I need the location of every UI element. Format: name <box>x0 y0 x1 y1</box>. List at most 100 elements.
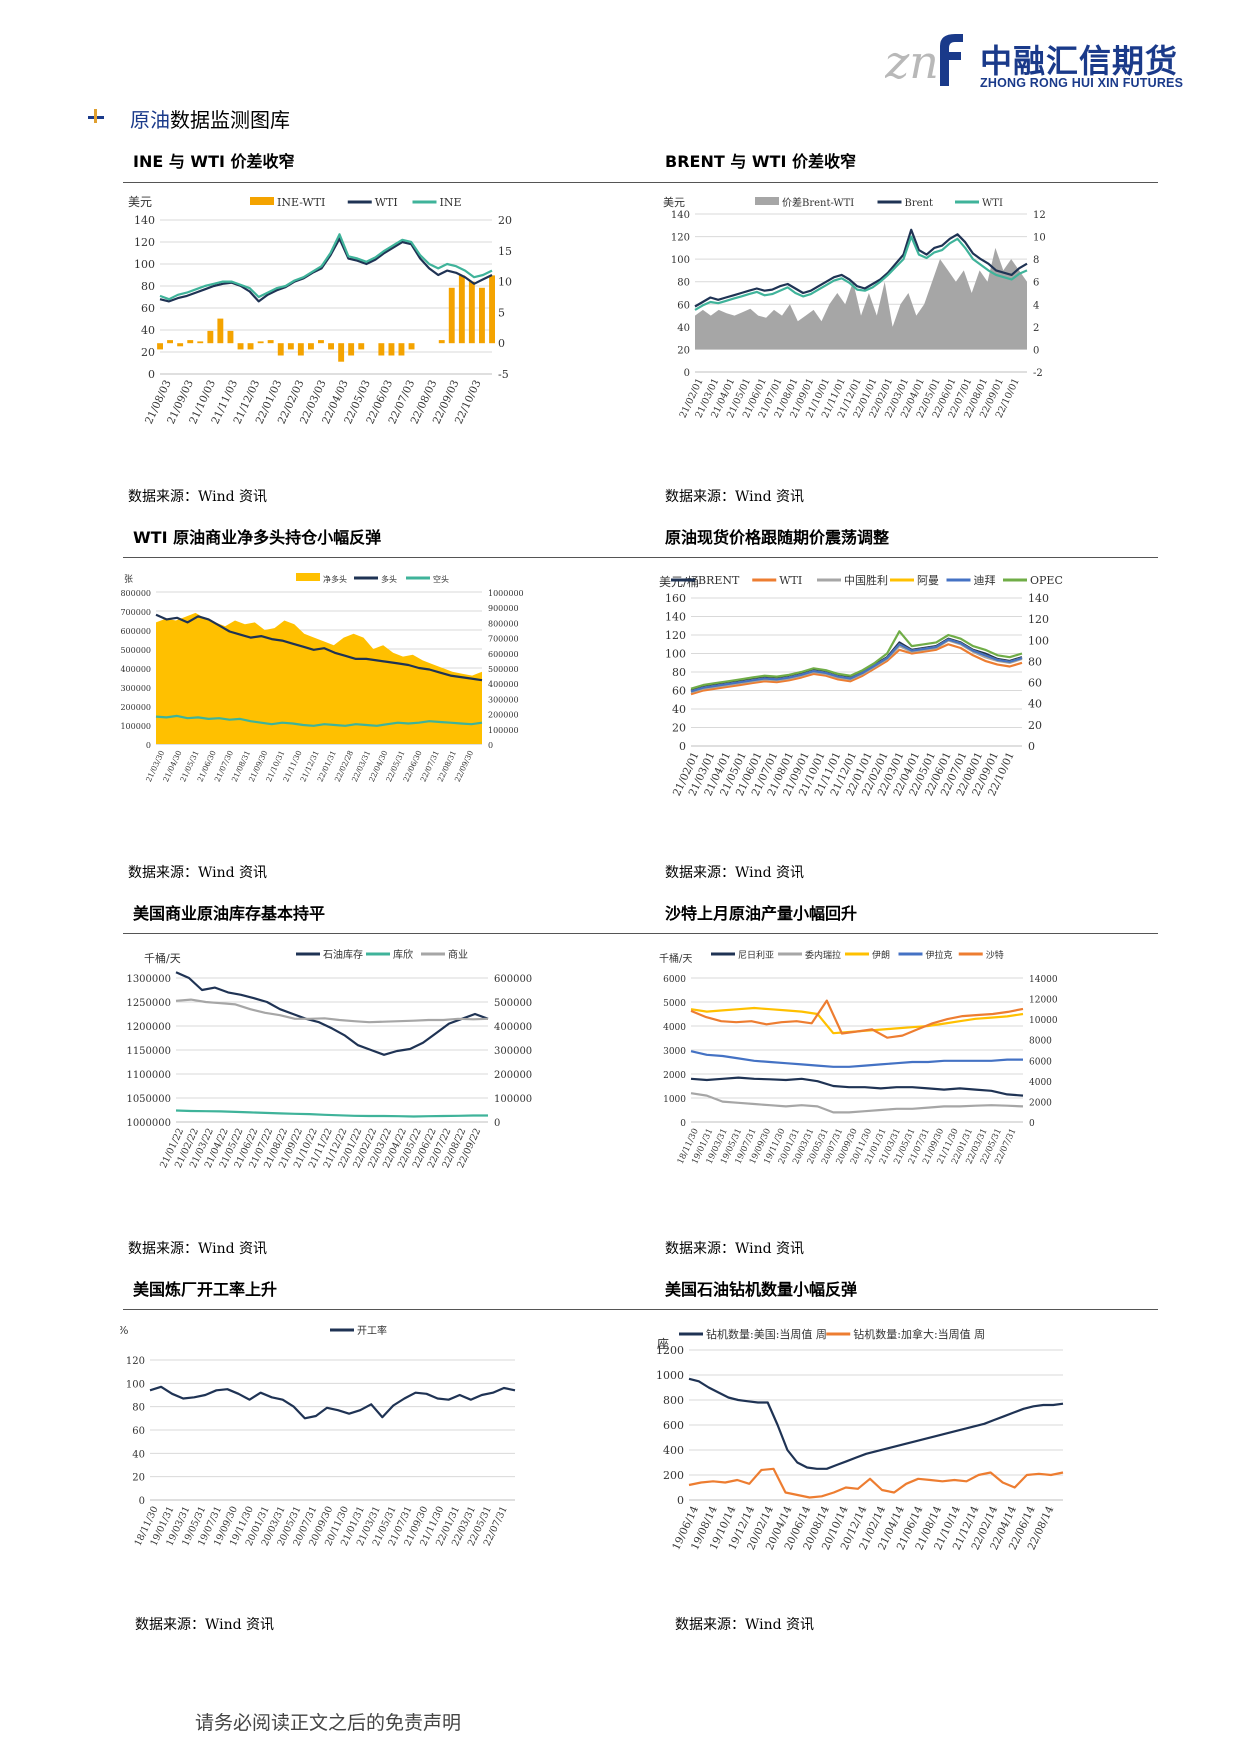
company-logo-mark: zn <box>885 34 963 88</box>
panel-title-8: 美国石油钻机数量小幅反弹 <box>665 1280 858 1299</box>
legend-swatch <box>296 573 320 581</box>
legend-label: 开工率 <box>357 1324 387 1337</box>
y-tick-label: 1000 <box>656 1369 684 1382</box>
legend-label: OPEC <box>1030 574 1063 587</box>
y-tick-label: 1050000 <box>126 1094 171 1105</box>
y-tick-label: 60 <box>672 685 686 698</box>
y-tick-label: 500000 <box>120 646 151 655</box>
series-line-商业 <box>175 998 489 1024</box>
y2-tick-label: 100000 <box>494 1094 532 1105</box>
legend-label: 钻机数量:美国:当周值 周 <box>706 1327 827 1341</box>
y-tick-label: 60 <box>677 300 690 311</box>
series-line-尼日利亚 <box>690 1076 1024 1097</box>
source-note-8: 数据来源：Wind 资讯 <box>675 1617 815 1633</box>
y-tick-label: 300000 <box>120 684 151 693</box>
legend-label: WTI <box>779 574 802 587</box>
series-line-INE <box>159 233 493 301</box>
series-line-开工率 <box>149 1385 516 1420</box>
section-title: 原油数据监测图库 <box>130 104 290 133</box>
y-tick-label: 400 <box>663 1444 684 1457</box>
y-tick-label: 80 <box>132 1403 145 1414</box>
y2-tick-label: 0 <box>1033 345 1039 356</box>
y2-tick-label: 700000 <box>488 635 519 644</box>
legend-label: 沙特 <box>986 949 1004 961</box>
series-bar-INE-WTI <box>157 343 163 350</box>
y-tick-label: 800 <box>663 1394 684 1407</box>
y2-tick-label: -2 <box>1033 368 1043 379</box>
y-tick-label: 1000000 <box>126 1118 171 1129</box>
panel-title-1: INE 与 WTI 价差收窄 <box>133 152 295 171</box>
legend-label: 钻机数量:加拿大:当周值 周 <box>853 1327 985 1341</box>
y2-tick-label: 900000 <box>488 604 519 613</box>
series-bar-INE-WTI <box>378 343 385 356</box>
y-tick-label: 0 <box>139 1496 145 1507</box>
series-line-WTI <box>159 237 493 303</box>
series-bar-INE-WTI <box>217 318 224 344</box>
y-tick-label: 60 <box>141 302 155 315</box>
y2-tick-label: 8000 <box>1029 1037 1052 1047</box>
y2-tick-label: 8 <box>1033 255 1039 266</box>
y2-tick-label: 140 <box>1028 592 1049 605</box>
legend-label: 伊拉克 <box>926 949 953 961</box>
y-tick-label: 100 <box>671 255 690 266</box>
legend-label: 中国胜利 <box>844 573 888 587</box>
y2-tick-label: 200000 <box>488 711 519 720</box>
y2-tick-label: 2 <box>1033 323 1039 334</box>
chart-opec-production: 千桶/天600050004000300020001000014000120001… <box>659 949 1058 1166</box>
series-line-库欣 <box>175 1109 488 1118</box>
panel-title-3: WTI 原油商业净多头持仓小幅反弹 <box>133 528 382 547</box>
divider <box>123 1309 1158 1310</box>
source-note-3: 数据来源：Wind 资讯 <box>128 865 268 881</box>
y2-tick-label: 500000 <box>494 998 532 1009</box>
source-note-4: 数据来源：Wind 资讯 <box>665 865 805 881</box>
y-tick-label: 0 <box>148 368 155 381</box>
series-bar-INE-WTI <box>438 340 445 344</box>
y-tick-label: 40 <box>677 323 690 334</box>
y-tick-label: 20 <box>141 346 155 359</box>
divider <box>123 557 1158 558</box>
series-bar-INE-WTI <box>348 343 355 356</box>
y-tick-label: 800000 <box>120 589 151 598</box>
legend-label: 多头 <box>381 574 397 584</box>
y2-tick-label: 600000 <box>488 650 519 659</box>
y-tick-label: 60 <box>132 1426 145 1437</box>
legend-swatch <box>250 197 274 205</box>
y-tick-label: 140 <box>671 210 690 221</box>
y-tick-label: 1150000 <box>126 1046 171 1057</box>
series-bar-INE-WTI <box>388 343 395 356</box>
y-tick-label: 6000 <box>663 975 686 985</box>
y2-tick-label: 1000000 <box>488 589 524 598</box>
y-tick-label: 2000 <box>663 1071 686 1081</box>
legend-label: 商业 <box>448 948 468 961</box>
y-tick-label: 1200000 <box>126 1022 171 1033</box>
y-tick-label: 140 <box>665 611 686 624</box>
legend-label: INE <box>440 196 462 209</box>
legend-label: INE-WTI <box>277 196 325 209</box>
series-bar-INE-WTI <box>207 330 214 344</box>
y-tick-label: 1100000 <box>126 1070 171 1081</box>
series-area-净多头 <box>156 612 482 744</box>
y-tick-label: 200 <box>663 1469 684 1482</box>
y2-tick-label: 0 <box>498 337 505 350</box>
y-tick-label: 40 <box>672 703 686 716</box>
chart-spot-prices: 美元/桶160140120100806040200140120100806040… <box>659 573 1063 798</box>
legend-label: 伊朗 <box>872 949 890 961</box>
axis-unit-label: 美元 <box>128 195 152 209</box>
y2-tick-label: 100 <box>1028 634 1049 647</box>
legend-label: WTI <box>982 198 1003 209</box>
y2-tick-label: 5 <box>498 306 505 319</box>
legend-label: 石油库存 <box>323 948 363 961</box>
panel-title-2: BRENT 与 WTI 价差收窄 <box>665 152 856 171</box>
y2-tick-label: 300000 <box>488 695 519 704</box>
axis-unit-label: 座 <box>657 1336 669 1351</box>
series-bar-INE-WTI <box>479 287 485 344</box>
svg-text:zn: zn <box>885 35 939 88</box>
source-note-2: 数据来源：Wind 资讯 <box>665 489 805 505</box>
section-title-rest: 数据监测图库 <box>170 108 290 132</box>
y-tick-label: 100 <box>665 648 686 661</box>
y2-tick-label: 6000 <box>1029 1057 1052 1067</box>
y2-tick-label: 15 <box>498 245 512 258</box>
legend-label: Brent <box>905 198 934 209</box>
y2-tick-label: -5 <box>498 368 509 381</box>
y2-tick-label: 6 <box>1033 278 1039 289</box>
